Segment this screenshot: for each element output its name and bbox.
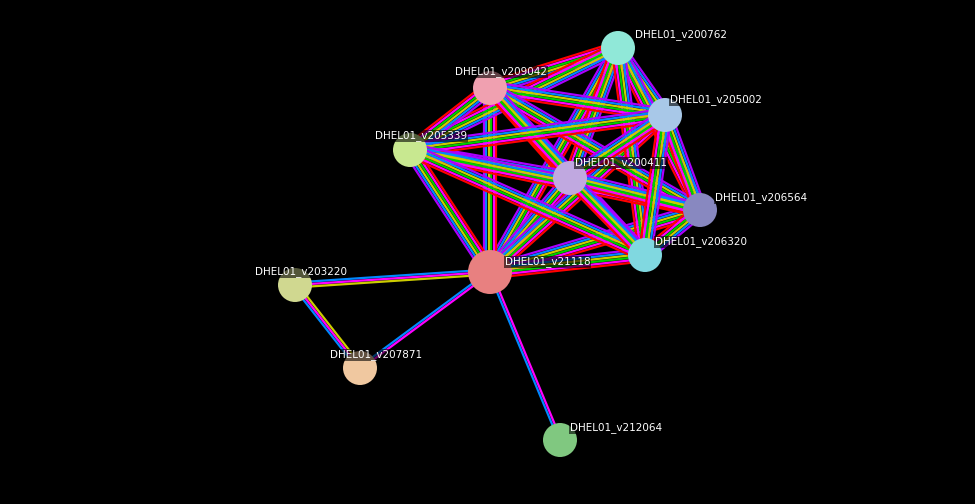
Text: DHEL01_v212064: DHEL01_v212064	[570, 422, 662, 433]
Text: DHEL01_v203220: DHEL01_v203220	[255, 267, 347, 278]
Circle shape	[343, 351, 377, 385]
Circle shape	[683, 193, 717, 227]
Circle shape	[553, 161, 587, 195]
Text: DHEL01_v206564: DHEL01_v206564	[715, 193, 807, 204]
Circle shape	[648, 98, 682, 132]
Circle shape	[278, 268, 312, 302]
Circle shape	[468, 250, 512, 294]
Text: DHEL01_v200762: DHEL01_v200762	[635, 30, 727, 40]
Circle shape	[393, 133, 427, 167]
Text: DHEL01_v200411: DHEL01_v200411	[575, 158, 667, 168]
Text: DHEL01_v205002: DHEL01_v205002	[670, 95, 761, 105]
Text: DHEL01_v207871: DHEL01_v207871	[330, 350, 422, 360]
Circle shape	[473, 71, 507, 105]
Text: DHEL01_v21118: DHEL01_v21118	[505, 257, 591, 268]
Circle shape	[628, 238, 662, 272]
Text: DHEL01_v205339: DHEL01_v205339	[375, 131, 467, 142]
Text: DHEL01_v209042: DHEL01_v209042	[455, 67, 547, 78]
Text: DHEL01_v206320: DHEL01_v206320	[655, 236, 747, 247]
Circle shape	[601, 31, 635, 65]
Circle shape	[543, 423, 577, 457]
